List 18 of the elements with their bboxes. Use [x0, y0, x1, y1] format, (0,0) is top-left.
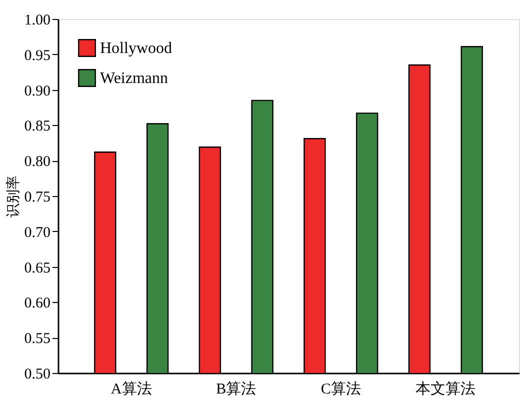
y-tick-label: 0.70	[24, 224, 50, 241]
y-tick-label: 1.00	[24, 12, 50, 28]
x-tick-label: C算法	[320, 380, 361, 398]
y-tick-label: 0.65	[24, 260, 50, 276]
y-tick-label: 0.95	[24, 48, 50, 64]
y-tick-label: 0.90	[24, 83, 50, 100]
x-tick-label: A算法	[110, 380, 152, 398]
x-tick-label: B算法	[216, 380, 256, 398]
y-tick-label: 0.60	[24, 296, 50, 312]
y-tick-label: 0.55	[24, 331, 50, 348]
legend-label: Weizmann	[100, 70, 168, 87]
x-tick-label: 本文算法	[416, 380, 476, 398]
legend-label: Hollywood	[100, 40, 172, 57]
y-tick-label: 0.50	[24, 366, 50, 382]
y-tick-label: 0.80	[24, 154, 50, 170]
y-tick-label: 0.75	[24, 190, 50, 206]
y-tick-label: 0.85	[24, 118, 50, 135]
y-axis-title: 识别率	[5, 176, 22, 218]
